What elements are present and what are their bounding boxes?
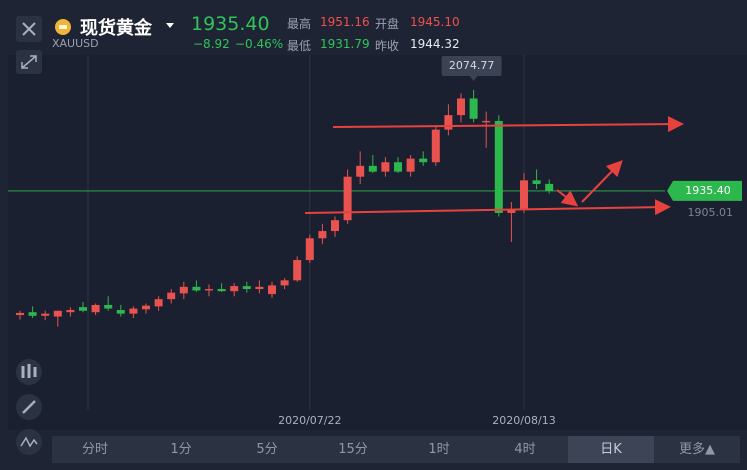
gold-bar [59,25,67,29]
candle-body [268,285,276,295]
candle-body [255,286,264,290]
candle-body [179,286,188,294]
candle-body [230,286,239,292]
candle-body [142,305,150,310]
drawn-line [304,199,671,216]
stat-value: 1931.79 [320,37,370,51]
stat-label: 开盘 [375,17,400,31]
candle-body [66,310,75,313]
stat-label: 最高 [287,17,312,31]
candle-body [469,98,478,119]
period-tab[interactable]: 15分 [338,442,368,457]
price-tag [667,180,742,201]
symbol: XAUUSD [52,37,99,50]
stat-value: 1951.16 [320,15,370,29]
plot-area [8,55,747,430]
candle-body [129,308,138,314]
candle-body [494,120,503,213]
candle-body [457,98,465,116]
candle-body [205,289,213,291]
close-icon [22,22,36,36]
candle-body [368,165,377,172]
candle-body [394,162,402,172]
candle-body [167,292,176,300]
drawn-arrow [556,189,579,207]
change: −8.92 [193,37,230,51]
candle-body [507,209,516,213]
candle-body [431,129,440,163]
candle-body [41,313,50,316]
stat-value: 1945.10 [410,15,460,29]
candle-body [280,280,289,286]
candle-body [116,310,125,314]
candle-body [343,176,352,221]
candle-body [331,220,339,232]
last-price: 1935.40 [191,13,270,35]
candle-body [217,289,226,292]
high-label-box [441,55,502,76]
indicator-tool[interactable] [16,429,42,455]
drawn-arrow [581,160,623,203]
period-tab[interactable]: 日K [568,436,654,463]
candle-body [318,231,327,239]
candle-body [16,312,24,316]
dropdown-arrow[interactable] [166,23,174,28]
stat-value: 1944.32 [410,37,460,51]
candle-body [520,180,528,210]
reference-price: 1905.01 [688,206,734,219]
stat-label: 昨收 [375,39,400,53]
candle-body [532,180,541,184]
period-tab[interactable]: 1时 [428,442,450,457]
x-tick-label: 2020/08/13 [492,414,555,427]
period-tab[interactable]: 4时 [514,442,536,457]
price-tag-label: 1935.40 [685,184,731,197]
indicator-icon [20,436,38,448]
candle-body [53,310,62,317]
pen-icon [22,400,36,414]
candle-icon [21,364,37,378]
change-pct: −0.46% [235,37,284,51]
candle-body [545,183,554,191]
candle-body [482,120,491,123]
instrument-title[interactable]: 现货黄金 [80,18,152,39]
drawn-line [332,116,684,133]
candle-body [444,115,453,130]
x-tick-label: 2020/07/22 [278,414,341,427]
candle-body [356,165,365,177]
candle-body [406,158,415,172]
candle-body [192,286,201,291]
high-label-pointer [469,75,478,81]
period-tab[interactable]: 1分 [170,442,192,457]
stat-label: 最低 [287,39,312,53]
candle-body [293,260,302,281]
period-tab[interactable]: 更多▲ [679,442,715,457]
candle-body [419,158,428,163]
candle-body [305,238,314,261]
candle-body [79,307,87,311]
candle-body [91,304,100,313]
candle-body [381,162,390,172]
period-tab[interactable]: 分时 [81,442,108,457]
expand-icon [21,55,37,69]
candle-body [28,312,37,316]
candle-body [104,304,113,309]
candle-body [154,299,163,307]
high-label: 2074.77 [449,59,495,72]
period-tab[interactable]: 5分 [256,442,278,457]
period-tabs: 分时 1分 5分 15分 1时 4时 日K 更多▲ [52,436,740,463]
candle-body [242,286,251,290]
